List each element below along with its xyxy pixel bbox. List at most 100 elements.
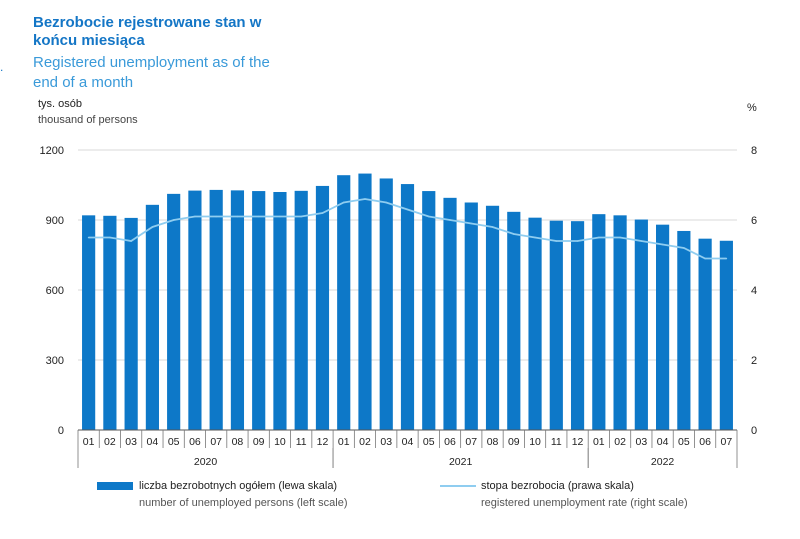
bar <box>209 189 223 430</box>
month-label: 09 <box>253 436 265 448</box>
bar <box>443 197 457 430</box>
bar <box>230 190 245 430</box>
year-label: 2022 <box>651 456 675 468</box>
month-label: 11 <box>296 436 307 448</box>
bar <box>634 219 648 430</box>
month-label: 07 <box>721 436 733 448</box>
bar <box>294 190 308 430</box>
month-label: 08 <box>487 436 499 448</box>
rate-point <box>512 233 515 235</box>
rate-point <box>598 236 600 239</box>
month-label: 03 <box>380 436 392 448</box>
year-label: 2021 <box>449 456 473 468</box>
legend-bars-label-pl: liczba bezrobotnych ogółem (lewa skala) <box>139 480 338 492</box>
bar <box>677 230 691 430</box>
rate-point <box>576 240 579 242</box>
bar <box>145 204 159 430</box>
rate-point <box>406 208 409 211</box>
bar <box>252 191 266 430</box>
bar <box>422 191 436 430</box>
month-label: 02 <box>359 436 371 448</box>
bar <box>698 238 712 430</box>
month-label: 07 <box>465 436 477 448</box>
bar <box>613 215 627 430</box>
legend-line-label-pl: stopa bezrobocia (prawa skala) <box>481 480 634 492</box>
month-label: 07 <box>210 436 222 448</box>
rate-point <box>194 215 196 218</box>
bar <box>315 185 330 430</box>
rate-point <box>555 240 558 242</box>
rate-point <box>449 219 451 221</box>
month-label: 01 <box>83 436 95 448</box>
bar <box>507 211 521 430</box>
month-label: 10 <box>274 436 286 448</box>
month-label: 01 <box>593 436 605 448</box>
month-label: 12 <box>572 436 584 448</box>
rate-point <box>236 215 239 218</box>
month-label: 03 <box>125 436 137 448</box>
rate-point <box>385 201 388 204</box>
rate-point <box>151 226 154 228</box>
left-tick-label: 600 <box>46 285 64 297</box>
bar <box>719 240 733 430</box>
month-label: 05 <box>423 436 435 448</box>
rate-point <box>342 201 345 204</box>
legend-line-label-en: registered unemployment rate (right scal… <box>481 497 688 509</box>
bar <box>570 221 585 430</box>
rate-point <box>491 226 494 228</box>
month-label: 12 <box>317 436 329 448</box>
rate-point <box>427 215 430 218</box>
bar <box>273 192 287 430</box>
bar <box>82 215 96 430</box>
left-tick-label: 900 <box>46 215 64 227</box>
bar <box>124 217 138 430</box>
year-label: 2020 <box>194 456 218 468</box>
month-label: 04 <box>147 436 159 448</box>
rate-point <box>257 215 260 218</box>
month-label: 04 <box>657 436 669 448</box>
rate-point <box>470 222 473 225</box>
legend-bar-swatch <box>97 482 133 490</box>
right-tick-label: 6 <box>751 215 757 227</box>
bar <box>188 190 202 430</box>
month-label: 10 <box>529 436 541 448</box>
rate-point <box>704 257 706 260</box>
margin-mark: . <box>0 60 4 74</box>
month-label: 06 <box>189 436 201 448</box>
month-label: 02 <box>614 436 626 448</box>
month-label: 01 <box>338 436 350 448</box>
month-label: 11 <box>551 436 562 448</box>
rate-point <box>215 215 217 218</box>
rate-point <box>279 215 281 218</box>
bar <box>592 214 606 430</box>
right-tick-label: 8 <box>751 145 757 157</box>
bar <box>167 193 181 430</box>
bar <box>358 173 372 431</box>
rate-point <box>619 236 621 239</box>
bar <box>464 202 478 430</box>
left-axis-unit-pl: tys. osób <box>38 98 83 110</box>
bar <box>103 215 117 430</box>
rate-point <box>109 236 111 239</box>
rate-point <box>130 240 132 242</box>
month-label: 06 <box>699 436 711 448</box>
rate-point <box>172 219 175 221</box>
rate-point <box>725 257 728 260</box>
right-axis-unit: % <box>747 102 757 114</box>
right-tick-label: 2 <box>751 355 757 367</box>
chart-title-pl: Bezrobocie rejestrowane stan w końcu mie… <box>33 14 262 49</box>
rate-point <box>534 236 536 239</box>
rate-point <box>87 236 90 239</box>
month-label: 08 <box>232 436 244 448</box>
month-label: 03 <box>635 436 647 448</box>
rate-point <box>661 243 664 246</box>
rate-point <box>300 215 303 218</box>
month-label: 05 <box>678 436 690 448</box>
month-label: 09 <box>508 436 520 448</box>
bar <box>656 224 670 430</box>
bar <box>400 184 415 430</box>
rate-point <box>321 212 324 214</box>
month-label: 04 <box>402 436 414 448</box>
bar <box>379 178 393 430</box>
